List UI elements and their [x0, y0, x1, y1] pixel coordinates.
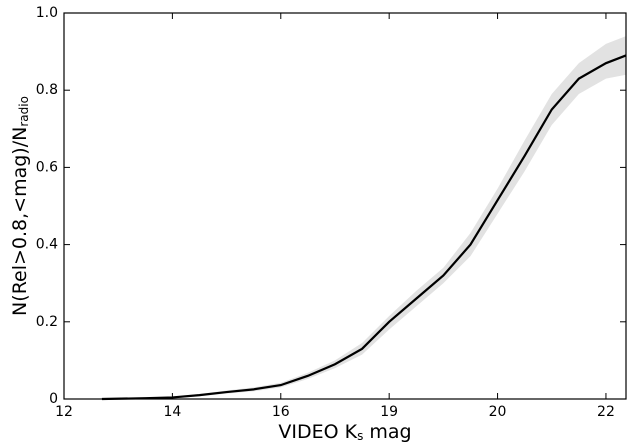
x-tick-label: 20: [489, 404, 507, 420]
y-tick-label: 0.2: [36, 314, 58, 330]
x-label-main: VIDEO K: [278, 421, 357, 443]
x-label-sub: s: [357, 429, 363, 443]
x-tick-label: 12: [55, 404, 73, 420]
x-tick-label: 14: [163, 404, 181, 420]
y-label-sub: radio: [17, 96, 31, 127]
plot-frame: [63, 12, 627, 400]
line: [101, 54, 627, 401]
y-tick-label: 0.8: [36, 82, 58, 98]
confidence-band: [101, 36, 627, 399]
y-tick-label: 1.0: [36, 5, 58, 21]
y-axis-label: N(Rel>0.8,<mag)/Nradio: [9, 96, 31, 316]
y-tick-label: 0.4: [36, 237, 58, 253]
x-axis-label: VIDEO Ks mag: [278, 421, 411, 443]
x-tick-label: 19: [380, 404, 398, 420]
x-tick-label: 22: [597, 404, 615, 420]
x-label-tail: mag: [363, 421, 411, 443]
x-tick-label: 16: [272, 404, 290, 420]
y-tick-label: 0.6: [36, 159, 58, 175]
y-label-main: N(Rel>0.8,<mag)/N: [9, 127, 31, 316]
y-tick-label: 0: [49, 391, 58, 407]
